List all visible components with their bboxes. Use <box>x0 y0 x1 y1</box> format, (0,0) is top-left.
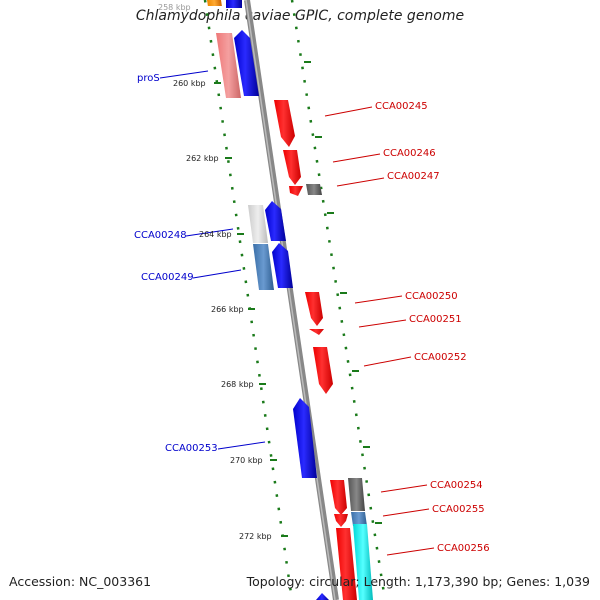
map-title: Chlamydophila caviae GPIC, complete geno… <box>135 8 465 24</box>
kbp-label-262: 262 kbp <box>186 154 219 163</box>
genome-backbone <box>244 0 339 600</box>
pink-feature <box>216 33 241 98</box>
gene-proS[interactable] <box>234 30 259 96</box>
kbp-label-272: 272 kbp <box>239 532 272 541</box>
gene-CCA00248-light <box>248 205 268 243</box>
gene-label-CCA00253[interactable]: CCA00253 <box>165 443 218 454</box>
gene-label-CCA00246[interactable]: CCA00246 <box>383 148 436 159</box>
orange-feature <box>206 0 222 6</box>
kbp-labels: 258 kbp 260 kbp 262 kbp 264 kbp 266 kbp … <box>158 3 272 541</box>
accession-text: Accession: NC_003361 <box>9 574 152 589</box>
major-ticks <box>214 61 382 537</box>
top-reverse-feature <box>226 0 242 8</box>
gene-label-CCA00256[interactable]: CCA00256 <box>437 543 490 554</box>
gene-CCA00248[interactable] <box>265 201 286 241</box>
gene-label-CCA00251[interactable]: CCA00251 <box>409 314 462 325</box>
genome-summary-text: Topology: circular; Length: 1,173,390 bp… <box>246 574 590 589</box>
gene-CCA00247-small <box>289 186 303 196</box>
bottom-reverse-feature <box>316 593 329 600</box>
reverse-leaders <box>159 70 266 450</box>
gene-CCA00254-dark <box>348 478 365 511</box>
kbp-label-264: 264 kbp <box>199 230 232 239</box>
gene-label-proS[interactable]: proS <box>137 73 160 84</box>
gene-CCA00255[interactable] <box>334 514 348 527</box>
gene-label-CCA00248[interactable]: CCA00248 <box>134 230 187 241</box>
kbp-label-266: 266 kbp <box>211 305 244 314</box>
gene-CCA00247[interactable] <box>306 184 322 195</box>
gene-CCA00250[interactable] <box>305 292 323 326</box>
gene-label-CCA00247[interactable]: CCA00247 <box>387 171 440 182</box>
gene-label-CCA00249[interactable]: CCA00249 <box>141 272 194 283</box>
kbp-label-260: 260 kbp <box>173 79 206 88</box>
gene-label-CCA00252[interactable]: CCA00252 <box>414 352 467 363</box>
gene-CCA00254[interactable] <box>330 480 347 515</box>
forward-leaders <box>324 106 435 556</box>
gene-CCA00256-cyan <box>353 524 373 600</box>
gene-label-CCA00250[interactable]: CCA00250 <box>405 291 458 302</box>
gene-label-CCA00254[interactable]: CCA00254 <box>430 480 483 491</box>
gene-CCA00245[interactable] <box>274 100 295 147</box>
kbp-label-268: 268 kbp <box>221 380 254 389</box>
gene-CCA00252[interactable] <box>313 347 333 394</box>
gene-CCA00246[interactable] <box>283 150 301 185</box>
gene-labels: proS CCA00245 CCA00246 CCA00247 CCA00248… <box>134 73 490 554</box>
gene-label-CCA00255[interactable]: CCA00255 <box>432 504 485 515</box>
gene-CCA00255-steel <box>351 512 367 526</box>
gene-CCA00249-steel <box>253 244 274 290</box>
gene-CCA00249[interactable] <box>272 243 293 288</box>
gene-CCA00253[interactable] <box>293 398 317 478</box>
kbp-label-258: 258 kbp <box>158 3 191 12</box>
gene-CCA00251[interactable] <box>309 329 324 335</box>
gene-CCA00256[interactable] <box>336 528 357 600</box>
kbp-label-270: 270 kbp <box>230 456 263 465</box>
gene-label-CCA00245[interactable]: CCA00245 <box>375 101 428 112</box>
